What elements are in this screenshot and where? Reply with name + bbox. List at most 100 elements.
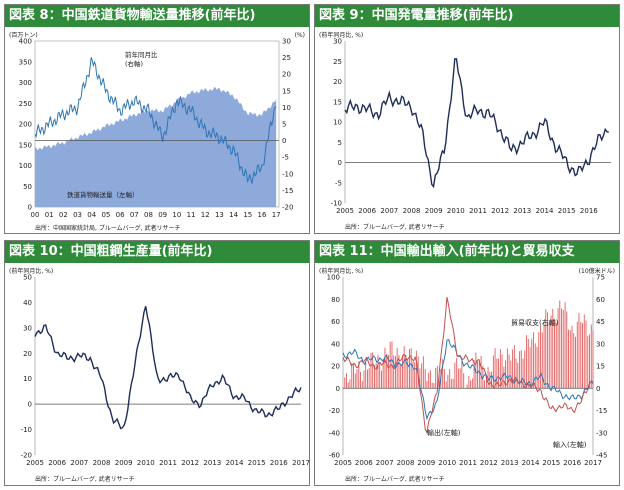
- left-tick-label: -40: [329, 429, 340, 437]
- trade-balance-bar: [370, 352, 372, 389]
- left-tick-label: 20: [331, 363, 340, 371]
- x-tick-label: 2006: [48, 459, 66, 467]
- x-tick-label: 2007: [70, 459, 88, 467]
- trade-balance-bar: [475, 352, 477, 389]
- trade-balance-bar: [534, 343, 536, 389]
- left-tick-label: 100: [327, 274, 340, 282]
- x-tick-label: 2017: [584, 459, 602, 467]
- chart-title: 図表 9：中国発電量推移(前年比): [315, 5, 619, 27]
- trade-balance-bar: [395, 355, 396, 389]
- x-tick-label: 2005: [26, 459, 44, 467]
- x-tick-label: 2014: [522, 459, 540, 467]
- trade-balance-bar: [491, 371, 493, 389]
- y-tick-label: 25: [333, 58, 342, 66]
- x-tick-label: 2007: [376, 459, 394, 467]
- trade-balance-bar: [489, 371, 491, 389]
- right-tick-label: 20: [282, 71, 291, 79]
- trade-balance-bar: [419, 368, 421, 389]
- trade-balance-bar: [506, 348, 508, 389]
- trade-balance-bar: [562, 309, 564, 389]
- trade-balance-bar: [536, 346, 538, 389]
- trade-balance-bar: [375, 363, 377, 389]
- trade-balance-bar: [501, 354, 503, 389]
- trade-balance-bar: [360, 372, 361, 389]
- trade-balance-bar: [559, 300, 561, 389]
- trade-balance-bar: [576, 321, 578, 389]
- left-unit-label: (前年同月比, %): [319, 267, 363, 275]
- right-tick-label: 45: [596, 318, 605, 326]
- x-tick-label: 2006: [355, 459, 373, 467]
- right-tick-label: 15: [282, 87, 291, 95]
- trade-balance-bar: [517, 362, 519, 389]
- x-tick-label: 2010: [137, 459, 155, 467]
- trade-balance-bar: [510, 360, 512, 389]
- trade-balance-bar: [367, 369, 368, 389]
- unit-label: (前年同月比, %): [319, 31, 363, 39]
- trade-balance-bar: [435, 368, 437, 389]
- series-line: [34, 306, 302, 430]
- trade-balance-bar: [468, 376, 470, 389]
- left-tick-label: 150: [19, 141, 32, 149]
- x-tick-label: 2006: [358, 207, 376, 215]
- trade-balance-bar: [566, 311, 568, 389]
- trade-balance-bar: [438, 375, 440, 389]
- trade-balance-bar: [386, 354, 388, 389]
- source-note: 出所：ブルームバーグ, 武者リサーチ: [345, 223, 445, 231]
- x-tick-label: 2009: [425, 207, 443, 215]
- annotation-yoy-axis: (右軸): [125, 59, 143, 68]
- annotation-trade-balance: 貿易収支(右軸): [511, 318, 559, 327]
- trade-balance-bar: [405, 355, 407, 389]
- trade-balance-bar: [449, 369, 451, 389]
- trade-balance-bar: [471, 378, 473, 389]
- x-tick-label: 06: [116, 211, 125, 219]
- trade-balance-bar: [575, 336, 576, 389]
- trade-balance-bar: [445, 381, 447, 389]
- trade-balance-bar: [543, 325, 545, 389]
- x-tick-label: 00: [31, 211, 40, 219]
- trade-balance-bar: [426, 380, 428, 389]
- trade-balance-bar: [431, 382, 433, 389]
- trade-balance-bar: [433, 383, 435, 389]
- annotation-export: 輸出(左軸): [427, 428, 461, 437]
- series-line-yoy: [34, 57, 277, 184]
- trade-balance-bar: [410, 348, 412, 389]
- x-tick-label: 2012: [491, 207, 509, 215]
- chart-title: 図表 11：中国輸出輸入(前年比)と貿易収支: [315, 241, 619, 263]
- y-tick-label: 0: [28, 401, 32, 409]
- y-tick-label: 10: [333, 119, 342, 127]
- x-tick-label: 14: [229, 211, 238, 219]
- trade-balance-bar: [461, 361, 463, 389]
- x-tick-label: 2017: [292, 459, 309, 467]
- trade-balance-bar: [388, 354, 389, 389]
- trade-balance-bar: [552, 308, 554, 389]
- x-tick-label: 2014: [536, 207, 554, 215]
- x-tick-label: 2010: [447, 207, 465, 215]
- right-unit-label: (10億米ドル): [579, 267, 615, 275]
- chart-panel-9: 図表 9：中国発電量推移(前年比) (前年同月比, %) -10 -5 0 5 10 15 2…: [314, 4, 620, 234]
- trade-balance-bar: [450, 378, 452, 389]
- trade-balance-bar: [363, 370, 365, 389]
- trade-balance-bar: [354, 373, 356, 389]
- trade-balance-bar: [585, 320, 587, 389]
- trade-balance-bar: [454, 362, 456, 389]
- trade-balance-bar: [358, 361, 360, 389]
- x-tick-label: 2016: [580, 207, 598, 215]
- trade-balance-bar: [351, 363, 353, 389]
- trade-balance-bar: [499, 349, 501, 389]
- left-tick-label: 350: [19, 58, 32, 66]
- trade-balance-bar: [428, 372, 430, 389]
- x-tick-label: 2005: [334, 459, 352, 467]
- trade-balance-bar: [415, 350, 417, 389]
- x-tick-label: 2015: [248, 459, 266, 467]
- trade-balance-bar: [568, 329, 569, 389]
- trade-balance-bar: [524, 350, 526, 389]
- trade-balance-bar: [398, 354, 400, 389]
- trade-balance-bar: [512, 349, 514, 389]
- right-tick-label: -15: [596, 407, 607, 415]
- y-tick-label: 0: [338, 159, 342, 167]
- right-tick-label: 30: [596, 340, 605, 348]
- x-tick-label: 2012: [181, 459, 199, 467]
- chart-title: 図表 8：中国鉄道貨物輸送量推移(前年比): [5, 5, 309, 27]
- trade-balance-bar: [533, 332, 535, 389]
- trade-balance-bar: [505, 360, 507, 389]
